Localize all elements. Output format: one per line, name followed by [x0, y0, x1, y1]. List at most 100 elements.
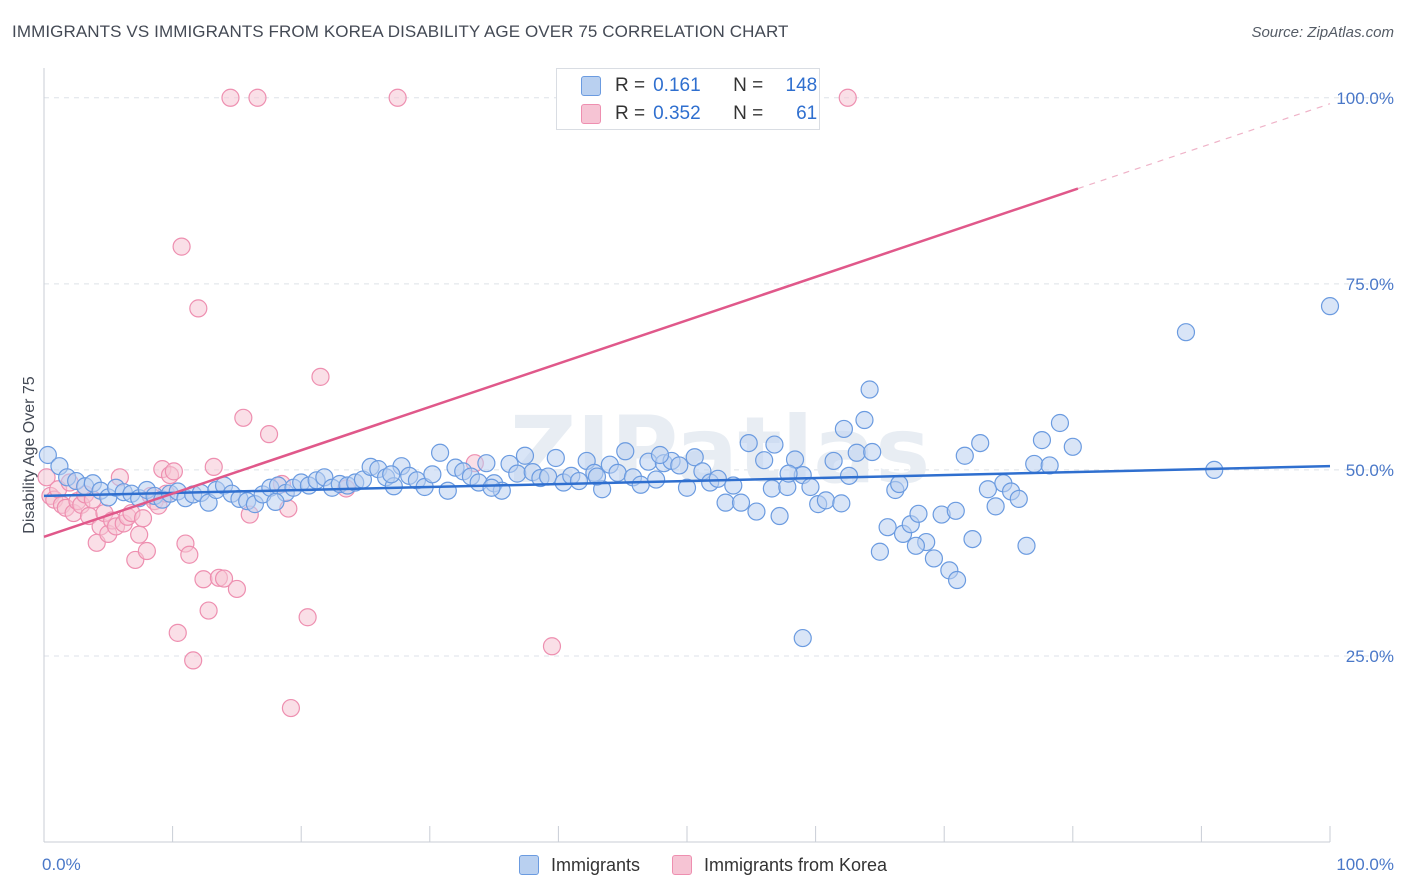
- immigrants-point: [546, 448, 565, 468]
- legend-r-label: R =: [615, 75, 646, 96]
- immigrants-point: [765, 435, 784, 454]
- korea-point: [248, 88, 267, 107]
- immigrants-point: [482, 478, 501, 497]
- immigrants-point: [824, 451, 843, 471]
- immigrants-point: [1032, 431, 1052, 450]
- stats-legend: R = 0.161 N = 148 R = 0.352 N = 61: [556, 68, 820, 130]
- immigrants-point: [1009, 489, 1028, 509]
- x-tick-label: 0.0%: [42, 855, 81, 874]
- immigrants-point: [986, 497, 1005, 516]
- legend-label-korea: Immigrants from Korea: [703, 854, 888, 875]
- korea-point: [199, 601, 218, 620]
- korea-point: [168, 623, 187, 642]
- immigrants-point: [266, 492, 285, 511]
- immigrants-point: [978, 480, 998, 499]
- y-axis-label: Disability Age Over 75: [21, 376, 38, 534]
- immigrants-point: [382, 465, 401, 484]
- immigrants-point: [816, 491, 835, 510]
- immigrants-point: [906, 536, 926, 555]
- legend-row-immigrants: R = 0.161 N = 148: [581, 74, 817, 98]
- korea-point: [130, 525, 149, 544]
- legend-n-label: N =: [733, 103, 764, 124]
- x-tick-label: 100.0%: [1336, 855, 1394, 874]
- korea-point: [221, 88, 240, 107]
- immigrants-point: [539, 467, 558, 486]
- immigrants-point: [878, 518, 897, 537]
- y-tick-label: 50.0%: [1346, 461, 1394, 480]
- legend-r-label: R =: [615, 103, 646, 124]
- immigrants-point: [855, 410, 874, 430]
- korea-point: [204, 457, 223, 477]
- korea-point: [542, 637, 562, 656]
- korea-point: [227, 579, 246, 599]
- immigrants-point: [477, 454, 496, 473]
- chart-source: Source: ZipAtlas.com: [1251, 24, 1394, 41]
- y-tick-label: 100.0%: [1336, 89, 1394, 108]
- immigrants-point: [1050, 413, 1070, 433]
- immigrants-point: [909, 504, 928, 523]
- immigrants-point: [670, 456, 689, 475]
- immigrants-point: [647, 470, 666, 489]
- legend-swatch-blue: [581, 76, 601, 96]
- immigrants-point: [971, 433, 990, 453]
- immigrants-point: [832, 494, 851, 513]
- immigrants-point: [1025, 454, 1044, 474]
- immigrants-point: [955, 446, 974, 465]
- immigrants-point: [762, 479, 781, 498]
- korea-point: [234, 408, 253, 427]
- legend-r-value: 0.352: [653, 103, 701, 124]
- immigrants-point: [731, 493, 751, 512]
- immigrants-point: [870, 542, 890, 561]
- immigrants-point: [423, 465, 442, 484]
- korea-point: [172, 237, 191, 256]
- immigrants-point: [685, 448, 704, 467]
- immigrants-point: [770, 506, 789, 526]
- immigrants-point: [1176, 323, 1196, 342]
- immigrants-point: [755, 451, 774, 470]
- korea-point: [180, 545, 199, 564]
- korea-point: [298, 608, 317, 627]
- y-tick-label: 75.0%: [1346, 275, 1394, 294]
- immigrants-point: [616, 442, 635, 461]
- korea-point: [37, 468, 56, 487]
- legend-n-label: N =: [733, 75, 764, 96]
- korea-point: [214, 569, 234, 588]
- immigrants-point: [631, 475, 650, 494]
- immigrants-point: [924, 549, 944, 568]
- korea-point: [838, 88, 857, 107]
- immigrants-point: [508, 464, 527, 483]
- legend-swatch-pink: [581, 104, 601, 124]
- trend-line-immigrants: [43, 464, 1331, 498]
- immigrants-point: [650, 445, 670, 465]
- immigrants-point: [38, 445, 57, 465]
- legend-item-korea: Immigrants from Korea: [671, 854, 888, 876]
- tick-labels: 25.0% 50.0% 75.0% 100.0% 0.0% 100.0%: [42, 89, 1394, 874]
- legend-r-value: 0.161: [653, 75, 701, 96]
- legend-label-immigrants: Immigrants: [550, 854, 640, 875]
- immigrants-point: [587, 467, 607, 486]
- trend-line-korea: [43, 187, 1079, 539]
- legend-row-korea: R = 0.352 N = 61: [581, 102, 817, 126]
- legend-swatch-pink: [671, 855, 692, 875]
- immigrants-point: [716, 493, 735, 512]
- immigrants-point: [890, 474, 909, 494]
- immigrants-point: [801, 477, 820, 497]
- korea-point: [259, 425, 279, 444]
- korea-point: [194, 570, 213, 589]
- korea-point: [311, 367, 330, 386]
- korea-point: [281, 698, 301, 718]
- grid-layer: [44, 97, 1394, 657]
- legend-n-value: 148: [785, 75, 818, 96]
- immigrants-point: [834, 419, 853, 439]
- immigrants-point: [1320, 297, 1340, 316]
- immigrants-point: [739, 433, 758, 453]
- immigrants-point: [430, 443, 450, 462]
- immigrants-point: [1040, 456, 1059, 475]
- trend-lines: [43, 103, 1331, 539]
- trend-line-korea-extension: [1077, 103, 1331, 190]
- immigrants-point: [793, 628, 812, 648]
- korea-point: [388, 88, 407, 107]
- immigrants-point: [863, 442, 882, 462]
- immigrants-point: [677, 478, 697, 497]
- immigrants-point: [438, 481, 457, 500]
